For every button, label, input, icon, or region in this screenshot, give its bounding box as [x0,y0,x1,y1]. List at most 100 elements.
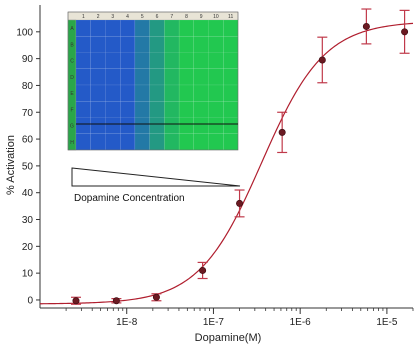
plate-well [208,52,224,69]
plate-well [223,68,239,86]
plate-well [119,19,136,37]
x-axis-title: Dopamine(M) [195,332,262,344]
data-point [72,297,80,305]
plate-well [90,19,106,37]
data-point [152,293,160,301]
plate-well [90,52,106,69]
axes: 0 10 20 30 40 50 60 70 80 90 100 1E-8 1E-7 1E-6 1E-5 [16,5,414,328]
plate-well [178,68,195,86]
data-point [401,28,409,36]
plate-well [119,68,136,86]
data-point [362,22,370,30]
plate-well [223,52,239,69]
plate-column-label: 1 [82,14,85,20]
concentration-wedge [71,167,241,187]
plate-well [134,36,150,53]
plate-well [193,68,209,86]
plate-well [178,52,195,69]
plate-well [164,36,180,53]
x-tick-label: 1E-7 [203,317,225,328]
plate-well [149,84,165,102]
y-tick-label: 40 [22,188,34,199]
plate-well [134,84,150,102]
plate-well [119,101,136,118]
data-point [278,128,286,136]
plate-well [193,117,209,134]
plate-well [119,117,136,134]
plate-row-label: D [70,75,74,81]
plate-well [149,117,165,134]
plate-well [134,133,150,151]
plate-well [134,117,150,134]
plate-well [164,133,180,151]
plate-well [105,68,121,86]
plate-well [105,101,121,118]
plate-row-header [67,19,77,151]
plate-well [178,101,195,118]
plate-well [193,133,209,151]
plate-column-label: 9 [200,14,203,20]
y-tick-label: 50 [22,161,34,172]
plate-well [134,52,150,69]
plate-well [90,133,106,151]
plate-well [208,133,224,151]
plate-well [75,52,91,69]
plate-well [75,68,91,86]
plate-well [193,36,209,53]
plate-column-label: 6 [156,14,159,20]
plate-well [193,19,209,37]
plate-column-label: 10 [213,14,219,20]
y-tick-label: 100 [16,27,33,38]
plate-well [134,19,150,37]
plate-well [90,117,106,134]
plate-column-label: 5 [141,14,144,20]
plate-row-label: A [70,26,74,32]
plate-well [119,133,136,151]
plate-well [223,19,239,37]
plate-border [67,11,239,151]
x-tick-label: 1E-6 [290,317,312,328]
plate-well [223,84,239,102]
plate-well [208,68,224,86]
plate-row-label: E [70,91,74,97]
plate-well [208,101,224,118]
plate-well [134,68,150,86]
plate-well [105,36,121,53]
plate-well [164,117,180,134]
plate-well [178,133,195,151]
plate-well [223,101,239,118]
plate-well [164,101,180,118]
plate-well [193,52,209,69]
y-tick-label: 90 [22,54,34,65]
plate-well [164,52,180,69]
data-points [70,8,410,305]
plate-well [149,19,165,37]
plate-well [90,36,106,53]
x-tick-label: 1E-5 [376,317,398,328]
plate-well [119,52,136,69]
plate-well [105,52,121,69]
plate-well [75,117,91,134]
plate-column-label: 7 [170,14,173,20]
plate-row-label: H [70,140,74,146]
plate-row-label: B [70,42,74,48]
data-point [318,56,326,64]
plate-well [193,84,209,102]
plate-well [75,36,91,53]
plate-well [75,19,91,37]
plate-column-label: 3 [111,14,114,20]
plate-well [223,117,239,134]
plate-well [105,84,121,102]
data-point [112,297,120,305]
plate-well [208,36,224,53]
plate-well [164,84,180,102]
plate-well [223,36,239,53]
plate-well [149,36,165,53]
plate-well [164,19,180,37]
plate-well [119,36,136,53]
plate-well [149,101,165,118]
plate-well [90,101,106,118]
y-tick-label: 60 [22,135,34,146]
data-point [236,199,244,207]
